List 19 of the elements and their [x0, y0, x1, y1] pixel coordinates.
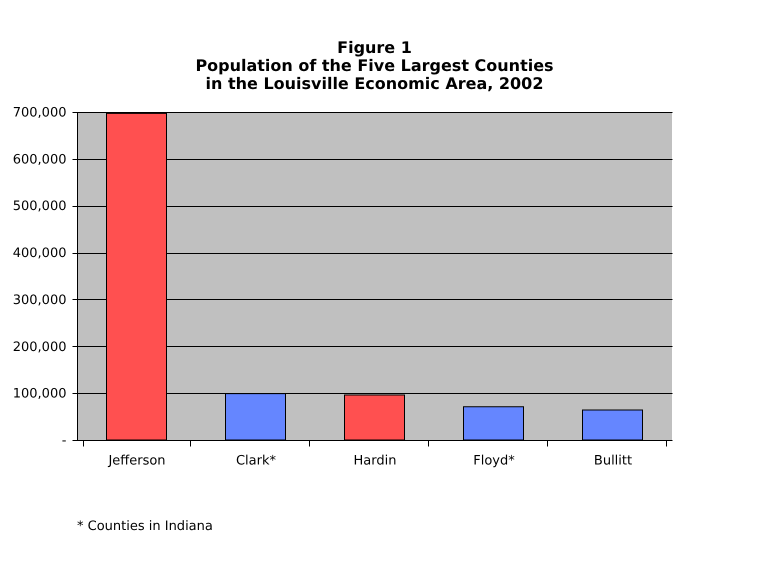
text: Figure 1 [337, 38, 412, 57]
text: Population of the Five Largest Counties [195, 56, 554, 75]
y-tick-label: 600,000 [12, 152, 66, 168]
x-tick-label: Floyd* [473, 454, 516, 468]
y-tick-label: 200,000 [12, 340, 66, 355]
y-tick-label: - [62, 434, 67, 448]
bar [582, 410, 643, 440]
x-tick-label: Jefferson [107, 454, 166, 468]
x-tick-label: Clark* [236, 454, 277, 468]
y-tick-label: 100,000 [12, 386, 66, 402]
text: * Counties in Indiana [77, 519, 213, 534]
y-tick-label: 500,000 [12, 199, 66, 214]
text: in the Louisville Economic Area, 2002 [206, 74, 544, 93]
y-tick-label: 700,000 [12, 106, 66, 120]
x-tick-label: Hardin [354, 454, 396, 468]
y-tick-label: 300,000 [12, 292, 66, 308]
bar [463, 406, 524, 440]
y-tick-label: 400,000 [12, 246, 66, 262]
x-tick-label: Bullitt [594, 454, 632, 468]
